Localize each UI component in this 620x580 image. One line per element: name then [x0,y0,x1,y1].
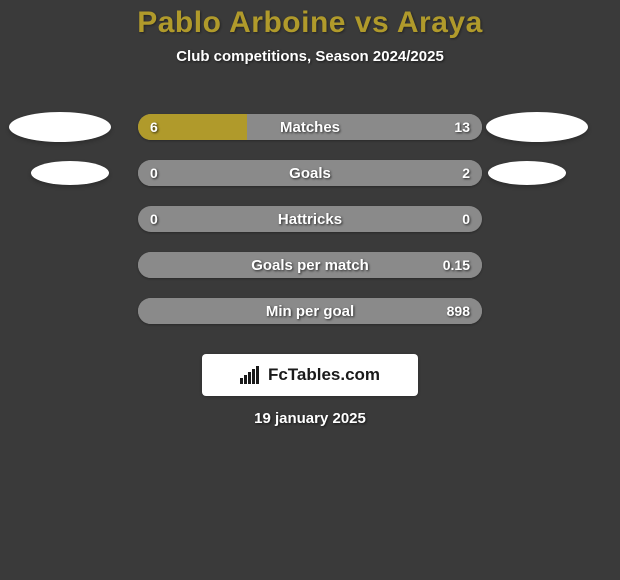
stat-bar: 0 0Hattricks [138,206,482,232]
stat-label: Hattricks [138,206,482,232]
stat-bar-right-fill [138,252,482,278]
stat-bar-right-fill [138,298,482,324]
stat-bar: 613Matches [138,114,482,140]
stat-row: 0 0Hattricks [0,206,620,252]
club-logo-left [31,161,109,185]
stat-bar-right-fill [247,114,482,140]
club-logo-right [486,112,588,142]
date-label: 19 january 2025 [0,410,620,427]
stat-row: 02Goals [0,160,620,206]
page-title: Pablo Arboine vs Araya [0,0,620,40]
stat-bar: 02Goals [138,160,482,186]
stat-bar: 0.15Goals per match [138,252,482,278]
stat-row: 0.15Goals per match [0,252,620,298]
stat-rows: 613Matches 02Goals 0 0Hattricks 0.15Goals pe… [0,114,620,344]
bar-chart-icon [240,366,262,384]
stat-value-left: 0 [138,206,170,232]
brand-text: FcTables.com [268,365,380,385]
club-logo-right [488,161,566,185]
stat-value-right: 0 [450,206,482,232]
subtitle: Club competitions, Season 2024/2025 [0,48,620,65]
brand-badge: FcTables.com [202,354,418,396]
stat-bar-right-fill [138,160,482,186]
stat-row: 613Matches [0,114,620,160]
stat-row: 898Min per goal [0,298,620,344]
club-logo-left [9,112,111,142]
comparison-card: Pablo Arboine vs Araya Club competitions… [0,0,620,580]
stat-bar: 898Min per goal [138,298,482,324]
stat-bar-left-fill [138,114,247,140]
